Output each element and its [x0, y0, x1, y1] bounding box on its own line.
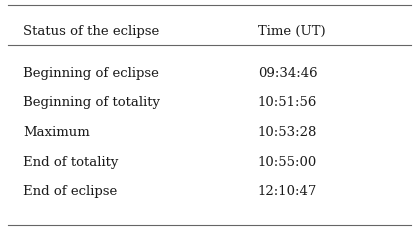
Text: Beginning of totality: Beginning of totality: [23, 96, 160, 109]
Text: End of eclipse: End of eclipse: [23, 185, 117, 198]
Text: Time (UT): Time (UT): [258, 25, 325, 38]
Text: End of totality: End of totality: [23, 155, 119, 168]
Text: 10:53:28: 10:53:28: [258, 125, 317, 138]
Text: Maximum: Maximum: [23, 125, 90, 138]
Text: Beginning of eclipse: Beginning of eclipse: [23, 66, 159, 79]
Text: 10:51:56: 10:51:56: [258, 96, 317, 109]
Text: 09:34:46: 09:34:46: [258, 66, 317, 79]
Text: 12:10:47: 12:10:47: [258, 185, 317, 198]
Text: Status of the eclipse: Status of the eclipse: [23, 25, 159, 38]
Text: 10:55:00: 10:55:00: [258, 155, 317, 168]
